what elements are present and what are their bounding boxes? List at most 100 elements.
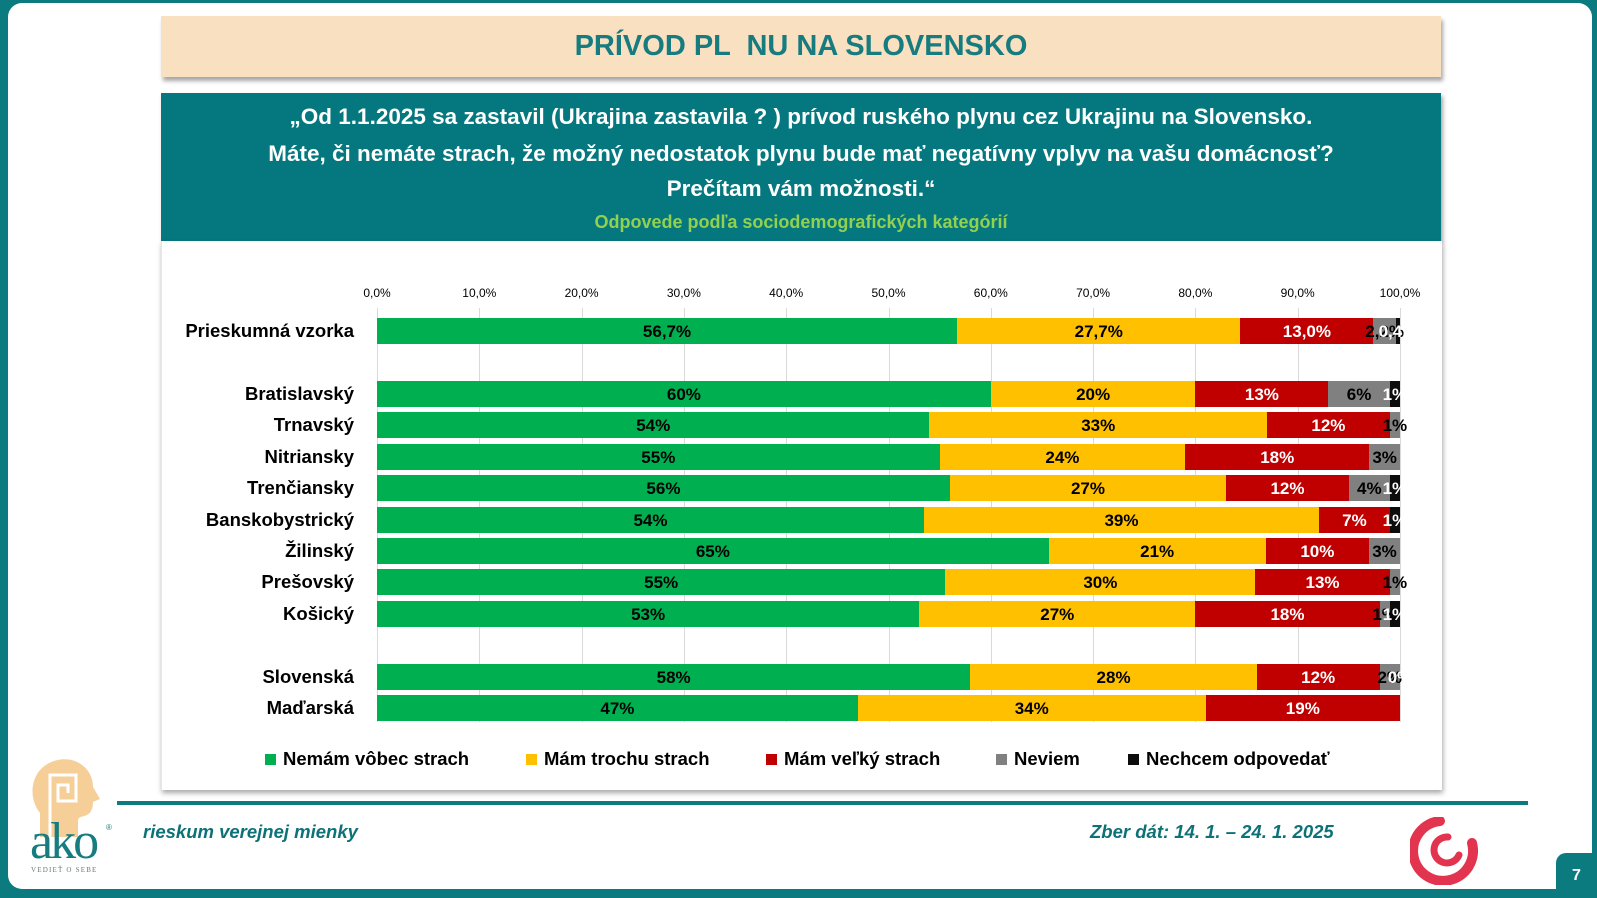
legend-item-mam-trochu-strach[interactable]: Mám trochu strach [526, 748, 710, 770]
category-label: Košický [283, 602, 354, 624]
data-label: 1% [1382, 384, 1408, 404]
bar-segment[interactable] [945, 569, 1256, 596]
data-label: 1% [1382, 479, 1408, 499]
data-label: 54% [633, 510, 668, 530]
data-label: 4% [1357, 479, 1382, 499]
red-swirl-logo-icon [1410, 817, 1478, 885]
bar-segment[interactable] [1373, 318, 1396, 344]
data-label: 33% [1081, 416, 1116, 436]
bar-segment[interactable] [377, 443, 940, 470]
data-label: 12% [1270, 479, 1305, 499]
data-label: 56% [646, 479, 681, 499]
bar-segment[interactable] [1226, 475, 1349, 502]
bar-segment[interactable] [1256, 663, 1380, 690]
legend-label: Nemám vôbec strach [283, 748, 470, 769]
bar-segment[interactable] [1255, 569, 1390, 596]
bar-segment[interactable] [929, 412, 1267, 439]
category-label: Žilinský [285, 539, 354, 561]
gridline [1400, 308, 1401, 722]
bar-segment[interactable] [1395, 318, 1400, 344]
bar-segment[interactable] [990, 380, 1196, 407]
data-label: 27% [1040, 604, 1075, 624]
bar-segment[interactable] [1389, 412, 1400, 439]
data-label: 3% [1372, 447, 1397, 467]
bar-segment[interactable] [377, 600, 920, 627]
bar-segment[interactable] [1205, 695, 1400, 722]
page-number-badge: 7 [1556, 853, 1597, 898]
bar-segment[interactable] [939, 443, 1186, 470]
legend-item-neviem[interactable]: Neviem [996, 748, 1080, 770]
data-label: 19% [1285, 699, 1320, 719]
legend-item-mam-velky-strach[interactable]: Mám veľký strach [766, 748, 940, 770]
footer-survey-label: rieskum verejnej mienky [143, 821, 358, 842]
bar-segment[interactable] [949, 475, 1227, 502]
bar-segment[interactable] [377, 663, 971, 690]
bar-segment[interactable] [923, 506, 1319, 533]
bar-segment[interactable] [377, 506, 924, 533]
data-label: 27,7% [1074, 322, 1123, 341]
bar-segment[interactable] [1389, 600, 1400, 627]
bar-segment[interactable] [1369, 443, 1400, 470]
data-label: 12% [1311, 416, 1346, 436]
bar-segment[interactable] [1389, 569, 1400, 596]
question-box: „Od 1.1.2025 sa zastavil (Ukrajina zasta… [161, 93, 1441, 241]
category-label: Nitriansky [264, 445, 354, 467]
bar-segment[interactable] [1379, 663, 1400, 690]
bar-segment[interactable] [1267, 412, 1390, 439]
data-label: 0,4% [1378, 322, 1418, 341]
x-tick-label: 40,0% [769, 286, 804, 300]
category-label: Banskobystrický [205, 508, 354, 530]
bar-segment[interactable] [1369, 537, 1400, 564]
question-line-1: „Od 1.1.2025 sa zastavil (Ukrajina zasta… [289, 104, 1313, 129]
bar-segment[interactable] [377, 475, 950, 502]
bar-segment[interactable] [1265, 537, 1369, 564]
bar-segment[interactable] [957, 318, 1241, 344]
bar-segment[interactable] [1379, 600, 1390, 627]
x-tick-label: 80,0% [1178, 286, 1213, 300]
data-label: 27% [1070, 479, 1105, 499]
bar-segment[interactable] [1389, 506, 1400, 533]
bar-segment[interactable] [1328, 380, 1390, 407]
data-label: 13% [1305, 573, 1340, 593]
bar-segment[interactable] [1048, 537, 1266, 564]
data-label: 0% [1387, 667, 1413, 687]
bar-segment[interactable] [1240, 318, 1374, 344]
bar-segment[interactable] [1389, 380, 1400, 407]
bar-segment[interactable] [1195, 600, 1380, 627]
ako-logo-tagline: VEDIEŤ O SEBE [31, 866, 98, 874]
legend-item-nechcem-odpovedat[interactable]: Nechcem odpovedať [1128, 748, 1330, 770]
data-label: 24% [1045, 447, 1080, 467]
bar-segment[interactable] [857, 695, 1206, 722]
data-label: 55% [644, 573, 679, 593]
data-label: 58% [656, 667, 691, 687]
data-label: 18% [1260, 447, 1295, 467]
legend-label: Mám veľký strach [784, 748, 941, 769]
ako-head-logo-icon [32, 759, 100, 837]
data-label: 13,0% [1282, 322, 1332, 341]
bar-segment[interactable] [1348, 475, 1390, 502]
bar-segment[interactable] [919, 600, 1196, 627]
data-label: 13% [1244, 384, 1279, 404]
x-tick-label: 0,0% [363, 286, 391, 300]
category-label: Trenčiansky [247, 477, 354, 499]
legend-marker-icon [766, 753, 777, 765]
bar-segment[interactable] [377, 695, 858, 722]
bar-segment[interactable] [1318, 506, 1390, 533]
bar-segment[interactable] [970, 663, 1257, 690]
bar-segment[interactable] [377, 380, 991, 407]
bar-segment[interactable] [1389, 475, 1400, 502]
x-tick-label: 60,0% [973, 286, 1008, 300]
footer-divider [117, 801, 1528, 805]
legend-item-nemam-vobec-strach[interactable]: Nemám vôbec strach [265, 748, 469, 770]
bar-segment[interactable] [1195, 380, 1329, 407]
legend-marker-icon [526, 753, 537, 765]
registered-mark: ® [106, 823, 112, 832]
bar-segment[interactable] [1185, 443, 1370, 470]
bar-segment[interactable] [377, 412, 930, 439]
bar-segment[interactable] [377, 569, 946, 596]
data-label: 34% [1014, 699, 1049, 719]
bar-segment[interactable] [377, 537, 1049, 564]
data-label: 30% [1083, 573, 1118, 593]
bar-segment[interactable] [377, 318, 958, 344]
